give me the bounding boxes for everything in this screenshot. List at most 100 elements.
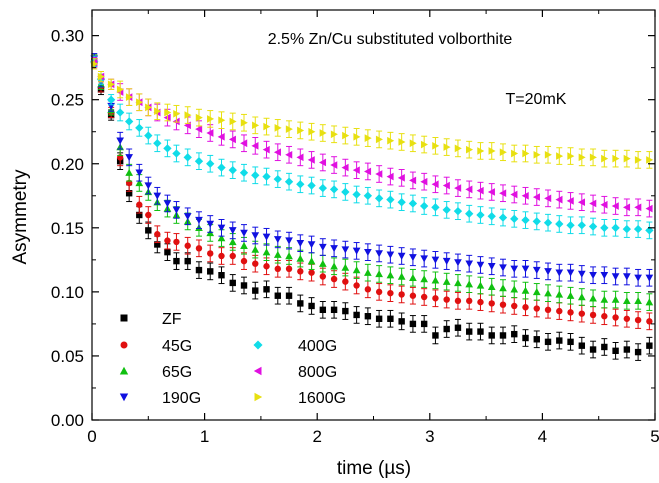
data-point	[285, 265, 293, 273]
data-point	[623, 273, 631, 281]
legend-marker	[253, 366, 262, 376]
data-point	[488, 332, 495, 339]
y-tick-label: 0.15	[51, 219, 84, 238]
data-point	[154, 231, 161, 238]
data-point	[567, 152, 575, 160]
data-point	[217, 133, 225, 141]
legend-label: 400G	[298, 338, 337, 355]
data-point	[125, 168, 133, 176]
data-point	[589, 199, 597, 208]
legend-marker	[119, 366, 129, 375]
data-point	[116, 137, 124, 145]
data-point	[477, 147, 485, 155]
legend-item-800g: 800G	[253, 364, 337, 381]
data-point	[443, 143, 451, 151]
data-point	[420, 140, 429, 149]
data-point	[442, 277, 451, 285]
data-point	[420, 275, 429, 283]
data-point	[263, 286, 270, 293]
data-point	[589, 272, 597, 280]
data-point	[341, 163, 349, 172]
data-point	[645, 274, 654, 282]
data-point	[533, 336, 540, 343]
data-point	[453, 206, 463, 216]
data-point	[465, 280, 474, 288]
data-point	[307, 241, 316, 249]
data-point	[634, 316, 642, 324]
data-point	[499, 148, 507, 157]
data-point	[623, 346, 631, 353]
data-point	[432, 295, 439, 302]
data-point	[476, 261, 485, 269]
data-point	[611, 202, 619, 210]
data-point	[274, 124, 282, 132]
data-point	[172, 149, 181, 158]
data-point	[164, 248, 171, 256]
y-tick-label: 0.20	[51, 155, 84, 174]
legend-marker	[254, 392, 263, 402]
data-point	[487, 282, 496, 290]
data-point	[634, 348, 642, 356]
data-point	[623, 315, 631, 322]
data-point	[454, 324, 462, 331]
data-point	[195, 245, 203, 252]
data-point	[420, 177, 428, 186]
data-point	[398, 318, 405, 325]
data-point	[375, 288, 383, 296]
data-point	[499, 189, 507, 198]
data-point	[144, 131, 153, 140]
data-point	[145, 103, 153, 112]
data-point	[533, 150, 541, 159]
series-190g	[90, 53, 654, 287]
data-point	[454, 297, 462, 305]
data-point	[633, 224, 643, 234]
data-point	[125, 154, 133, 162]
data-point	[499, 284, 507, 292]
data-point	[431, 180, 439, 189]
data-point	[363, 191, 373, 200]
data-point	[555, 290, 564, 298]
data-point	[97, 72, 105, 81]
data-point	[612, 154, 620, 163]
data-point	[420, 320, 428, 328]
y-tick-label: 0.25	[51, 91, 84, 110]
legend-label: ZF	[162, 311, 182, 328]
data-point	[397, 198, 406, 207]
data-point	[544, 306, 552, 314]
data-point	[318, 183, 327, 193]
data-point	[364, 248, 372, 256]
x-axis-title: time (µs)	[337, 458, 411, 479]
data-point	[145, 227, 152, 234]
data-point	[431, 276, 440, 284]
data-point	[465, 185, 473, 194]
x-tick-label: 3	[425, 427, 434, 446]
data-point	[297, 268, 304, 275]
data-point	[263, 263, 270, 270]
data-point	[511, 330, 518, 338]
data-point	[318, 243, 327, 251]
data-point	[252, 121, 260, 130]
data-point	[318, 158, 327, 167]
data-point	[352, 247, 361, 255]
data-point	[600, 272, 609, 280]
data-point	[364, 134, 372, 142]
data-point	[319, 129, 327, 137]
data-point	[397, 272, 406, 280]
data-point	[240, 257, 248, 265]
data-point	[285, 292, 293, 299]
data-point	[116, 85, 124, 94]
data-point	[341, 187, 350, 197]
data-point	[330, 306, 338, 314]
data-point	[567, 309, 574, 316]
legend-marker	[119, 393, 129, 402]
data-point	[153, 192, 162, 200]
data-point	[522, 304, 529, 311]
x-tick-label: 5	[650, 427, 659, 446]
data-point	[136, 201, 143, 208]
data-point	[420, 293, 428, 301]
legend-item-zf: ZF	[120, 311, 182, 328]
data-point	[195, 266, 203, 274]
data-point	[330, 275, 338, 283]
data-point	[443, 325, 450, 333]
legend-label: 800G	[298, 364, 337, 381]
